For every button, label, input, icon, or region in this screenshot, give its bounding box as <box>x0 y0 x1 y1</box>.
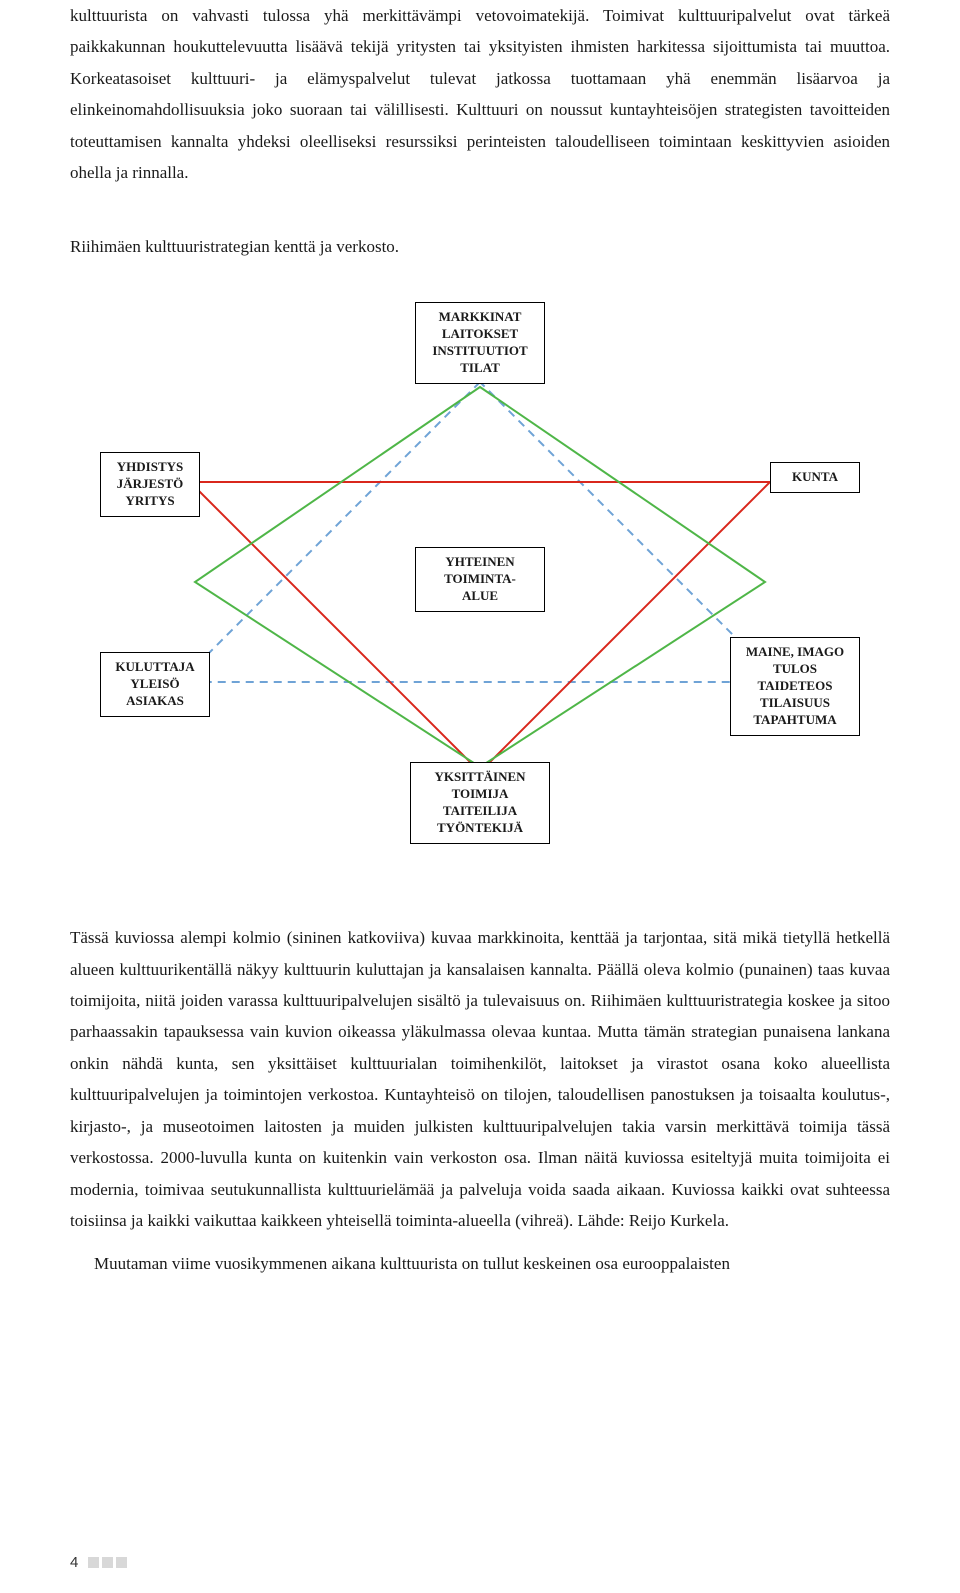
node-consumer: KULUTTAJAYLEISÖASIAKAS <box>100 652 210 717</box>
page-footer: 4 <box>70 1554 127 1571</box>
blue-triangle <box>180 382 780 682</box>
paragraph-1: kulttuurista on vahvasti tulossa yhä mer… <box>70 0 890 189</box>
footer-box <box>102 1557 113 1568</box>
paragraph-3: Tässä kuviossa alempi kolmio (sininen ka… <box>70 922 890 1236</box>
node-output: MAINE, IMAGOTULOSTAIDETEOSTILAISUUSTAPAH… <box>730 637 860 735</box>
node-markets: MARKKINATLAITOKSETINSTITUUTIOTTILAT <box>415 302 545 384</box>
footer-box <box>88 1557 99 1568</box>
footer-box <box>116 1557 127 1568</box>
node-individual: YKSITTÄINENTOIMIJATAITEILIJATYÖNTEKIJÄ <box>410 762 550 844</box>
node-common-area: YHTEINENTOIMINTA-ALUE <box>415 547 545 612</box>
node-municipality: KUNTA <box>770 462 860 493</box>
node-association: YHDISTYSJÄRJESTÖYRITYS <box>100 452 200 517</box>
diagram-container: MARKKINATLAITOKSETINSTITUUTIOTTILAT YHDI… <box>70 302 890 862</box>
paragraph-4: Muutaman viime vuosikymmenen aikana kult… <box>70 1248 890 1279</box>
footer-decoration <box>88 1557 127 1568</box>
strategy-diagram: MARKKINATLAITOKSETINSTITUUTIOTTILAT YHDI… <box>100 302 860 862</box>
red-triangle <box>190 482 770 772</box>
paragraph-2: Riihimäen kulttuuristrategian kenttä ja … <box>70 231 890 262</box>
page-number: 4 <box>70 1554 78 1571</box>
